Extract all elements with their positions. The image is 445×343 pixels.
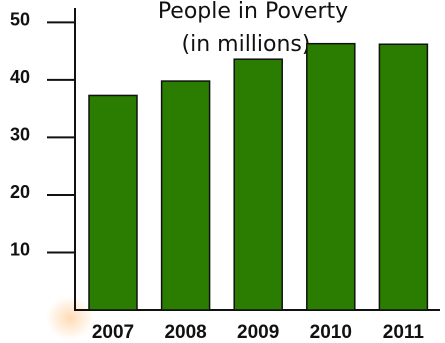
bar-2009 xyxy=(233,58,283,311)
chart-subtitle: (in millions) xyxy=(182,32,311,57)
bar-2007 xyxy=(88,94,138,311)
bar-2010 xyxy=(306,42,356,311)
y-tick-label-30: 30 xyxy=(10,124,30,144)
y-axis-ticks: 10 20 30 40 50 xyxy=(10,9,75,259)
y-tick-label-20: 20 xyxy=(10,182,30,202)
x-label-2009: 2009 xyxy=(237,322,279,343)
bar-2008 xyxy=(160,80,211,311)
x-label-2011: 2011 xyxy=(383,322,425,343)
y-tick-label-50: 50 xyxy=(10,9,30,29)
bars-group xyxy=(88,42,429,311)
y-tick-label-40: 40 xyxy=(10,67,30,87)
x-label-2007: 2007 xyxy=(92,322,134,343)
x-label-2008: 2008 xyxy=(164,322,206,343)
x-label-2010: 2010 xyxy=(310,322,352,343)
chart-title: People in Poverty xyxy=(158,0,348,24)
x-axis-labels: 2007 2008 2009 2010 2011 xyxy=(92,322,425,343)
orange-glow-decoration xyxy=(46,296,94,340)
y-tick-label-10: 10 xyxy=(10,239,30,259)
bar-2011 xyxy=(378,43,429,311)
